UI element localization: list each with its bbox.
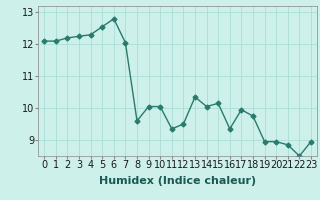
X-axis label: Humidex (Indice chaleur): Humidex (Indice chaleur) [99, 176, 256, 186]
